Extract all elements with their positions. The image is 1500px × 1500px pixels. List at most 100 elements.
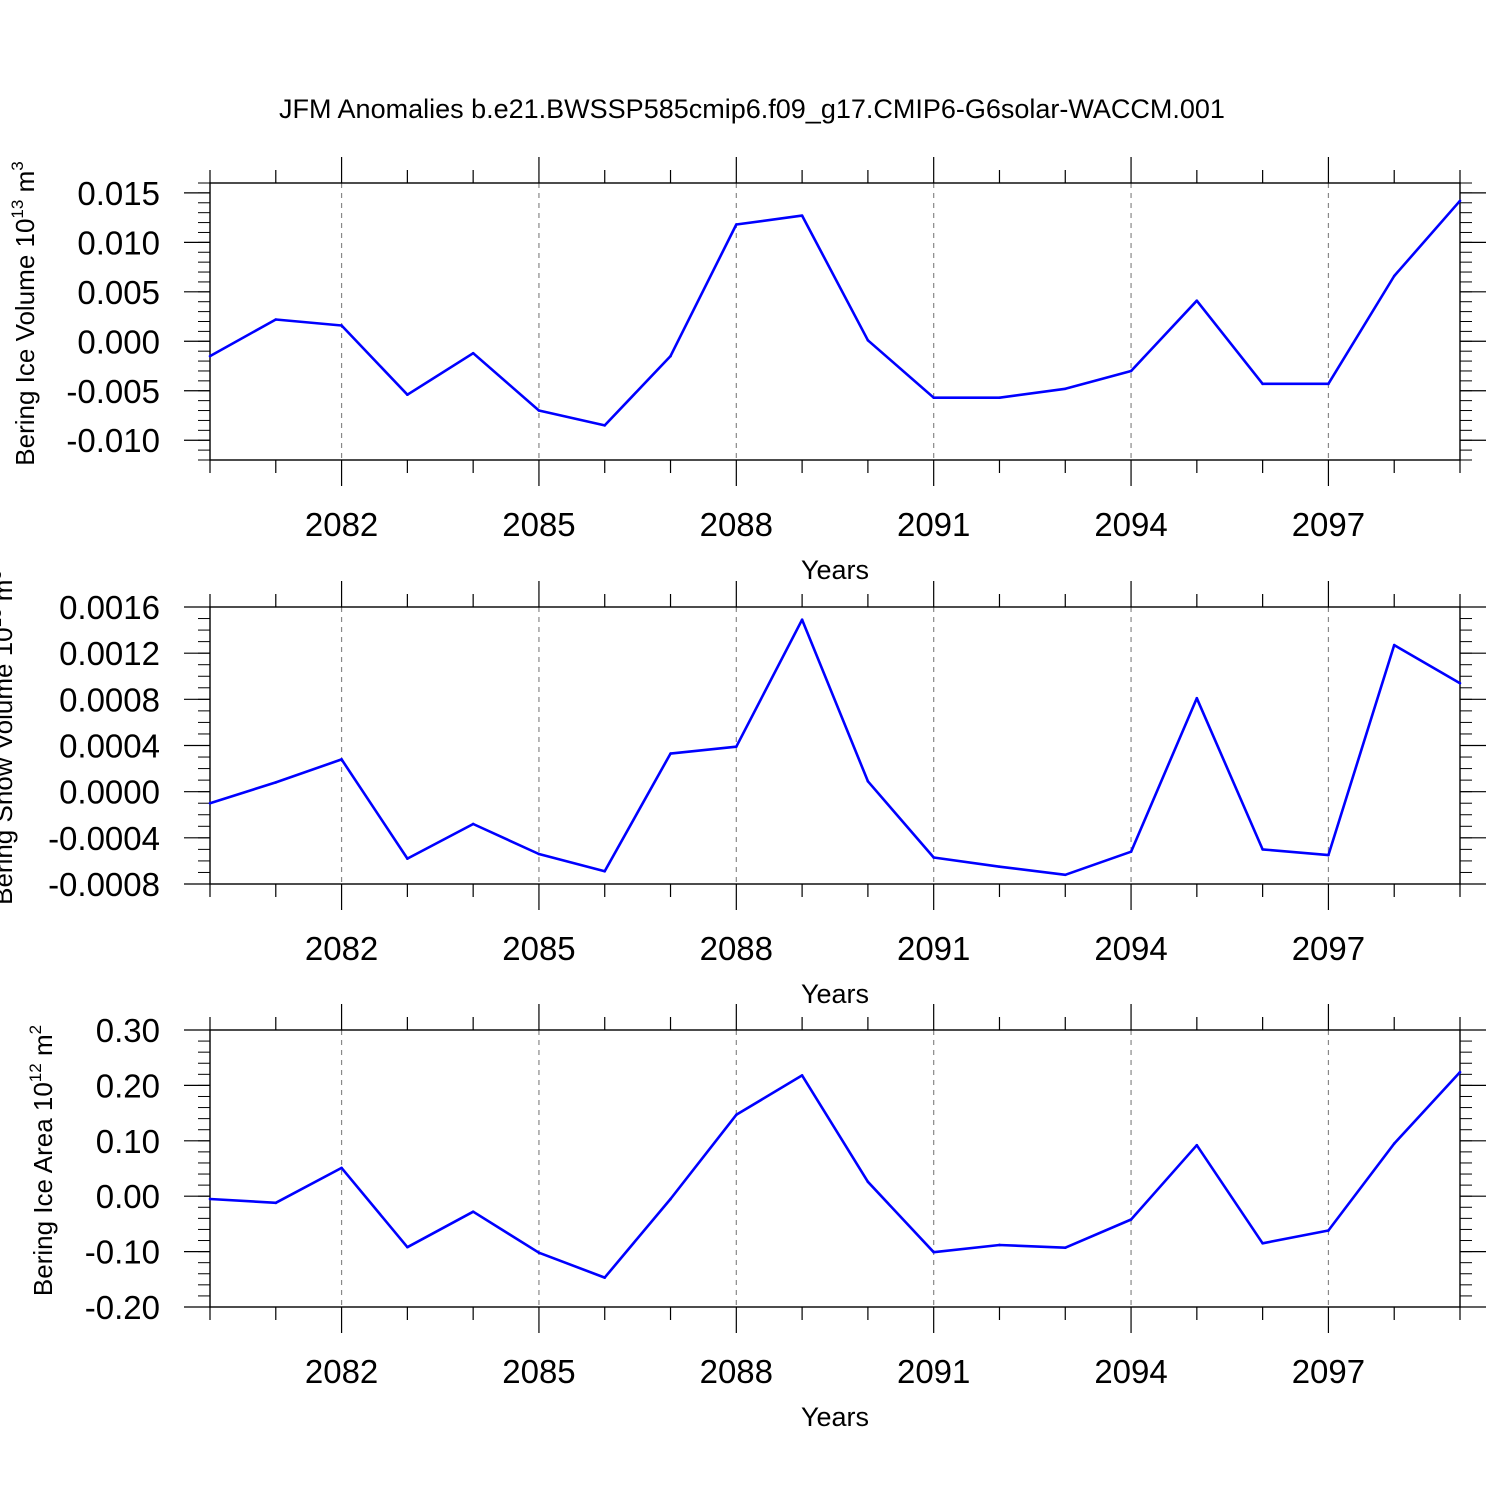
x-tick-label: 2094 [1094, 1353, 1167, 1390]
data-point [537, 409, 541, 412]
data-point [866, 779, 870, 783]
x-tick-label: 2091 [897, 1353, 970, 1390]
y-tick-label: 0.0008 [59, 681, 160, 718]
x-tick-label: 2097 [1292, 930, 1365, 967]
data-point [1063, 1246, 1067, 1250]
x-axis-label: Years [801, 555, 869, 585]
panel-snow-volume: 2082 2085 2088 2091 2094 2097 Years 0.0016 0.001… [0, 570, 1486, 1009]
data-point [669, 752, 672, 755]
y-tick-label: 0.00 [96, 1178, 160, 1215]
data-point [998, 865, 1001, 868]
plot-frame [209, 182, 1461, 461]
data-point [1261, 382, 1264, 386]
data-point [998, 396, 1001, 399]
data-point [1195, 1143, 1199, 1147]
panel-ice-volume: 2082 2085 2088 2091 2094 2097 Years 0.015 0.010 0… [8, 157, 1486, 585]
data-point [1327, 382, 1330, 386]
data-point [471, 351, 475, 355]
data-point [340, 324, 343, 327]
data-point [208, 354, 212, 358]
y-tick-label: -0.010 [66, 422, 160, 459]
data-point [1392, 1142, 1396, 1145]
y-tick-label: 0.015 [77, 175, 160, 212]
data-point [340, 758, 343, 761]
data-point [800, 214, 804, 217]
x-tick-label: 2088 [700, 1353, 773, 1390]
y-tick-label: 0.010 [77, 224, 160, 261]
data-point [537, 1251, 541, 1255]
x-tick-label: 2091 [897, 930, 970, 967]
series-line [209, 1071, 1461, 1279]
data-point [932, 856, 935, 859]
data-point [1063, 873, 1067, 877]
data-point [274, 781, 278, 784]
y-tick-label: -0.10 [85, 1234, 160, 1271]
chart-title: JFM Anomalies b.e21.BWSSP585cmip6.f09_g1… [279, 94, 1225, 124]
plot-frame [209, 1029, 1461, 1308]
data-point [1458, 681, 1462, 685]
y-tick-label: 0.000 [77, 323, 160, 360]
data-point [1129, 369, 1133, 373]
y-tick-label: 0.20 [96, 1067, 160, 1104]
x-tick-label: 2082 [305, 1353, 378, 1390]
data-point [603, 1276, 607, 1279]
x-tick-label: 2082 [305, 506, 378, 543]
x-tick-label: 2085 [502, 1353, 575, 1390]
y-axis-label: Bering Ice Volume 1013 m3 [8, 161, 40, 465]
x-axis-label: Years [801, 979, 869, 1009]
data-point [932, 396, 935, 399]
data-point [274, 1201, 278, 1205]
y-tick-label: 0.10 [96, 1123, 160, 1160]
data-point [998, 1243, 1001, 1247]
data-point [471, 1210, 475, 1214]
data-point [1261, 848, 1264, 851]
x-tick-label: 2085 [502, 930, 575, 967]
data-point [800, 618, 804, 621]
data-point [1195, 696, 1199, 700]
series-line [209, 199, 1461, 427]
x-tick-label: 2091 [897, 506, 970, 543]
data-point [1063, 387, 1067, 391]
x-tick-label: 2097 [1292, 506, 1365, 543]
y-tick-label: 0.0012 [59, 635, 160, 672]
y-tick-label: 0.005 [77, 274, 160, 311]
series-line [209, 618, 1461, 877]
y-tick-label: -0.0008 [48, 866, 160, 903]
data-point [471, 822, 475, 826]
y-tick-label: -0.005 [66, 373, 160, 410]
data-point [1327, 1229, 1330, 1232]
data-point [1458, 199, 1462, 203]
data-point [669, 1197, 672, 1201]
data-point [340, 1166, 343, 1170]
panel-ice-area: 2082 2085 2088 2091 2094 2097 Years 0.30 0.20 0.1… [26, 1004, 1486, 1432]
y-tick-label: 0.30 [96, 1012, 160, 1049]
data-point [406, 1245, 409, 1249]
x-tick-label: 2088 [700, 930, 773, 967]
x-tick-label: 2082 [305, 930, 378, 967]
panels: 2082 2085 2088 2091 2094 2097 Years 0.015 0.010 0… [0, 157, 1486, 1432]
x-tick-label: 2088 [700, 506, 773, 543]
data-point [537, 852, 541, 856]
data-point [866, 1180, 870, 1184]
data-point [208, 1197, 212, 1201]
data-point [1392, 274, 1396, 278]
data-point [735, 1113, 738, 1117]
data-point [735, 745, 738, 748]
y-tick-label: 0.0016 [59, 589, 160, 626]
y-axis-label: Bering Snow Volume 1013 m3 [0, 570, 18, 905]
y-axis-label: Bering Ice Area 1012 m2 [26, 1025, 58, 1296]
data-point [669, 354, 672, 358]
data-point [1458, 1070, 1462, 1074]
data-point [603, 870, 607, 873]
data-point [274, 318, 278, 321]
x-tick-label: 2085 [502, 506, 575, 543]
data-point [932, 1250, 935, 1254]
data-point [1392, 643, 1396, 647]
data-point [1261, 1241, 1264, 1245]
data-point [1195, 299, 1199, 303]
y-tick-label: 0.0004 [59, 728, 160, 765]
y-tick-label: -0.20 [85, 1289, 160, 1326]
data-point [208, 801, 212, 805]
data-point [800, 1074, 804, 1077]
